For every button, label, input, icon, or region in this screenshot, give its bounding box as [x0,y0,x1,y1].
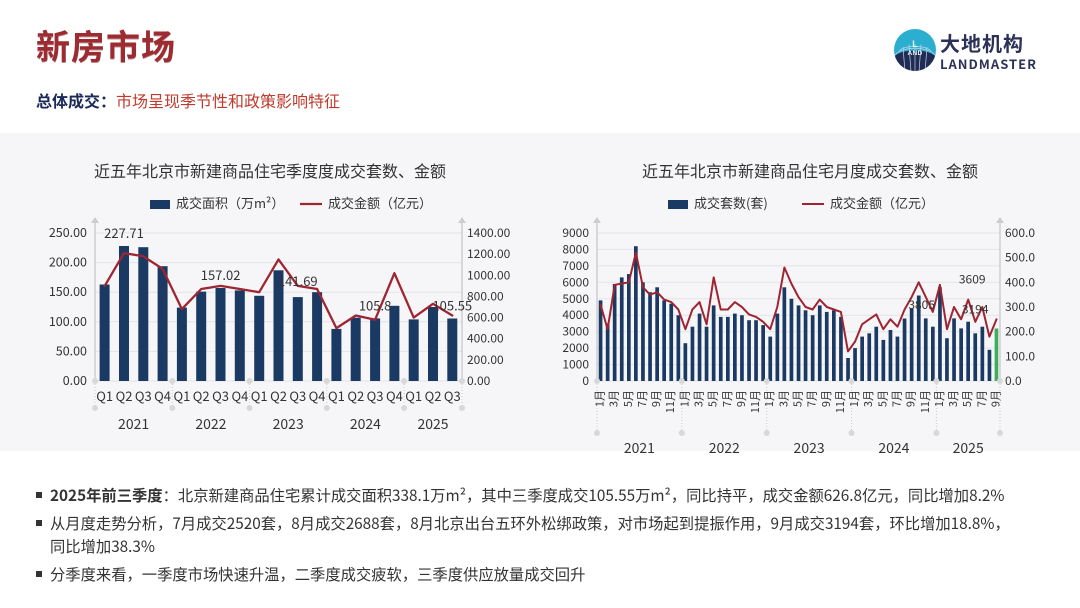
svg-text:成交面积（万m²）: 成交面积（万m²） [176,193,284,212]
svg-text:1200.00: 1200.00 [467,245,511,262]
svg-text:200.00: 200.00 [49,252,87,271]
svg-text:9000: 9000 [562,224,589,241]
svg-text:0.00: 0.00 [467,372,491,389]
svg-text:7000: 7000 [562,257,589,274]
svg-text:Q3: Q3 [367,386,384,405]
svg-text:250.00: 250.00 [49,222,87,241]
svg-text:2024: 2024 [878,438,909,458]
svg-text:Q4: Q4 [386,386,403,405]
svg-text:600.00: 600.00 [467,309,504,326]
svg-text:400.00: 400.00 [467,330,504,347]
svg-text:Q1: Q1 [251,386,268,405]
svg-text:800.00: 800.00 [467,287,504,304]
svg-text:9月: 9月 [988,390,1004,407]
svg-text:Q2: Q2 [347,386,364,405]
svg-text:Q4: Q4 [154,386,171,405]
svg-text:2021: 2021 [624,438,655,458]
svg-text:600.0: 600.0 [1005,224,1035,241]
svg-text:105.8: 105.8 [359,295,391,314]
svg-text:50.00: 50.00 [56,340,87,359]
svg-text:2000: 2000 [562,339,589,356]
svg-text:300.0: 300.0 [1005,298,1035,315]
svg-text:100.00: 100.00 [49,311,87,330]
svg-text:5000: 5000 [562,290,589,307]
svg-text:成交金额（亿元）: 成交金额（亿元） [328,193,432,212]
svg-text:Q1: Q1 [173,386,190,405]
svg-text:2022: 2022 [195,414,226,434]
svg-text:Q2: Q2 [116,386,133,405]
svg-text:3609: 3609 [959,271,986,288]
svg-text:Q2: Q2 [425,386,442,405]
svg-text:0.00: 0.00 [63,370,87,389]
svg-text:Q3: Q3 [444,386,461,405]
svg-text:2024: 2024 [350,414,381,434]
svg-text:0: 0 [582,372,589,389]
svg-text:100.0: 100.0 [1005,347,1035,364]
svg-text:Q1: Q1 [96,386,113,405]
svg-text:227.71: 227.71 [104,223,144,242]
svg-text:0.0: 0.0 [1005,372,1022,389]
svg-text:1000.00: 1000.00 [467,266,511,283]
svg-text:105.55: 105.55 [432,296,472,315]
svg-text:Q4: Q4 [231,386,248,405]
svg-text:3805: 3805 [908,296,935,313]
svg-text:200.0: 200.0 [1005,323,1035,340]
svg-text:400.0: 400.0 [1005,273,1035,290]
svg-text:6000: 6000 [562,273,589,290]
svg-text:200.00: 200.00 [467,351,504,368]
svg-text:成交套数(套): 成交套数(套) [694,193,768,212]
svg-text:2021: 2021 [118,414,149,434]
svg-text:3194: 3194 [962,300,989,317]
svg-text:150.00: 150.00 [49,281,87,300]
svg-text:2023: 2023 [794,438,825,458]
svg-text:500.0: 500.0 [1005,249,1035,266]
svg-text:2025: 2025 [417,414,448,434]
svg-text:近五年北京市新建商品住宅月度成交套数、金额: 近五年北京市新建商品住宅月度成交套数、金额 [642,158,978,182]
svg-text:近五年北京市新建商品住宅季度度成交套数、金额: 近五年北京市新建商品住宅季度度成交套数、金额 [94,158,446,182]
svg-text:141.69: 141.69 [278,271,318,290]
svg-text:Q2: Q2 [193,386,210,405]
svg-text:1000: 1000 [562,356,589,373]
svg-text:8000: 8000 [562,240,589,257]
svg-text:成交金额（亿元）: 成交金额（亿元） [830,193,934,212]
svg-text:2025: 2025 [953,438,984,458]
svg-text:2023: 2023 [273,414,304,434]
svg-text:Q3: Q3 [135,386,152,405]
svg-text:4000: 4000 [562,306,589,323]
svg-text:3000: 3000 [562,323,589,340]
svg-text:157.02: 157.02 [201,265,241,284]
svg-text:Q4: Q4 [309,386,326,405]
svg-text:Q3: Q3 [289,386,306,405]
svg-text:Q1: Q1 [405,386,422,405]
svg-text:2022: 2022 [709,438,740,458]
svg-text:Q3: Q3 [212,386,229,405]
svg-text:Q1: Q1 [328,386,345,405]
svg-text:Q2: Q2 [270,386,287,405]
svg-text:1400.00: 1400.00 [467,224,511,241]
